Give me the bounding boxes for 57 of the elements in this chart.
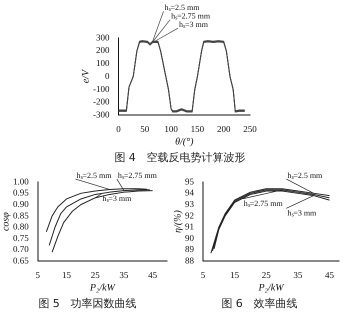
y-tick-label: 300 <box>96 32 110 42</box>
y-tick-label: 93 <box>185 198 194 209</box>
x-tick-label: 0 <box>116 124 122 134</box>
x-tick-label: 35 <box>119 270 129 280</box>
x-tick-label: 15 <box>62 270 72 280</box>
x-tick-label: 250 <box>243 124 258 134</box>
x-tick-label: 25 <box>262 270 272 280</box>
y-axis-title: η/(%) <box>172 210 184 233</box>
y-tick-label: -300 <box>92 110 110 120</box>
text: hₛ=2.5 mm <box>164 3 200 12</box>
y-tick-label: 94 <box>185 188 194 198</box>
x-tick-label: 5 <box>200 270 206 280</box>
series-label: hₛ=2.75 mm <box>118 171 158 180</box>
x-axis-title: P₂/kW <box>88 282 117 294</box>
series-label: hₛ=2.5 mm <box>76 171 112 180</box>
legend-label: hₛ=3 mm <box>287 208 318 218</box>
y-tick-label: 0.80 <box>13 222 30 232</box>
y-tick-label: 89 <box>185 244 194 254</box>
x-tick-label: 45 <box>148 270 158 280</box>
x-axis-title: θ/(°) <box>175 136 194 148</box>
y-tick-label: 0.75 <box>13 232 30 243</box>
y-tick-label: 0.95 <box>13 188 30 198</box>
x-tick-label: 150 <box>190 124 205 134</box>
y-tick-label: 0.90 <box>13 198 30 209</box>
y-tick-label: 1.00 <box>13 176 30 186</box>
y-tick-label: 0.85 <box>13 210 30 220</box>
legend-label: hₛ=2.75 mm <box>244 198 284 208</box>
series-label: hₛ=2.5 mm <box>287 171 324 180</box>
y-tick-label: 0 <box>104 70 110 81</box>
text: hₛ=2.75 mm <box>171 12 211 21</box>
y-tick-label: 91 <box>185 222 194 232</box>
y-tick-label: 100 <box>96 58 110 68</box>
y-tick-label: 90 <box>185 232 194 243</box>
x-tick-label: 25 <box>90 270 100 280</box>
x-tick-label: 15 <box>230 270 240 280</box>
x-tick-label: 200 <box>216 124 231 134</box>
y-tick-label: 0.65 <box>13 256 30 266</box>
text: 图 4 空载反电势计算波形 <box>113 150 247 165</box>
y-tick-label: 95 <box>185 176 194 186</box>
y-tick-label: -200 <box>92 96 110 107</box>
y-axis-title: cosφ <box>0 212 12 232</box>
series-label: hₛ=3 mm <box>178 20 209 30</box>
x-tick-label: 50 <box>140 124 150 134</box>
text: 图 6 效率曲线 <box>220 296 299 311</box>
x-tick-label: 45 <box>325 270 335 280</box>
y-tick-label: 88 <box>185 256 194 266</box>
y-axis-title: e/V <box>80 68 92 84</box>
x-tick-label: 100 <box>164 124 178 134</box>
x-tick-label: 5 <box>36 270 40 280</box>
x-axis-title: P₂/kW <box>257 282 286 294</box>
y-tick-label: -100 <box>92 84 110 94</box>
y-tick-label: 0.70 <box>13 244 30 254</box>
y-tick-label: 200 <box>96 45 110 56</box>
y-tick-label: 92 <box>185 210 194 220</box>
x-tick-label: 35 <box>293 270 303 280</box>
legend-label: hₛ=3 mm <box>102 194 132 204</box>
text: 图 5 功率因数曲线 <box>37 296 138 311</box>
